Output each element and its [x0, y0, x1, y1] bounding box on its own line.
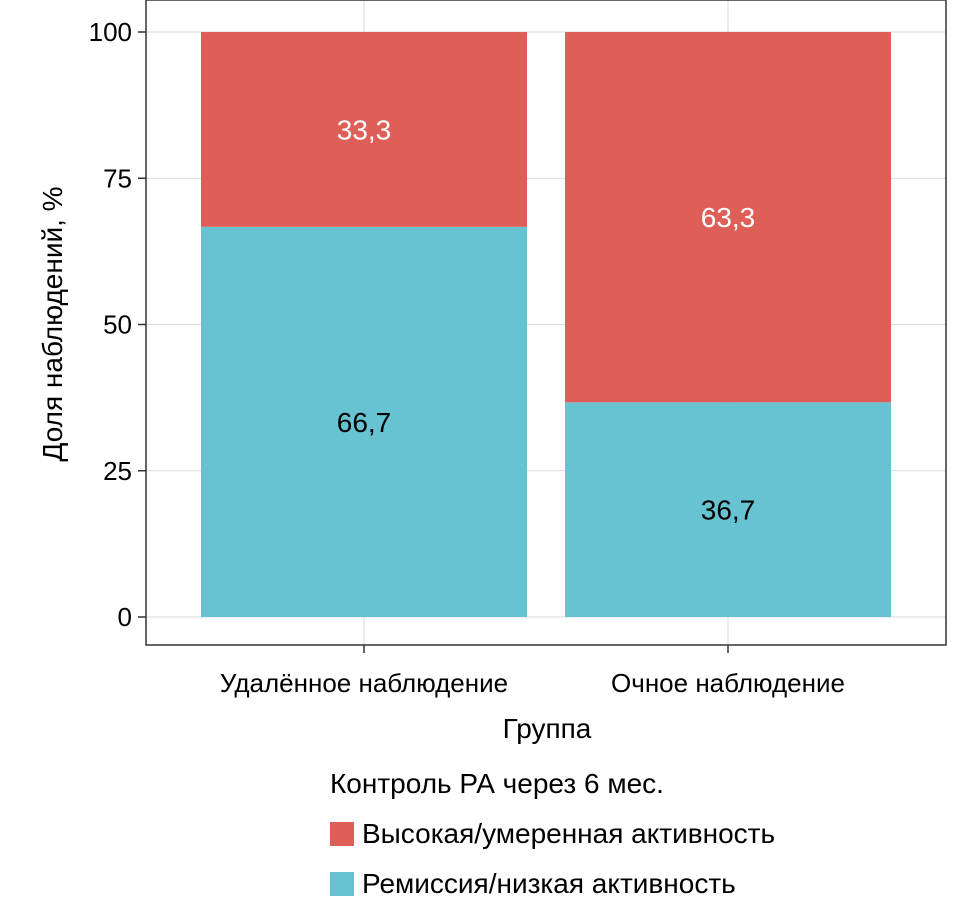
plot-frame — [145, 0, 947, 646]
bar-segment — [201, 32, 527, 227]
chart: 0 25 50 75 100 Удалённое наблюдение Очное набл… — [37, 0, 947, 744]
bar-segment — [565, 402, 891, 617]
bar-value-label: 63,3 — [701, 202, 756, 233]
bar-value-label: 66,7 — [337, 407, 392, 438]
legend-item-high-moderate: Высокая/умеренная активность — [330, 818, 776, 849]
bars — [201, 32, 891, 617]
legend-title: Контроль РА через 6 мес. — [330, 768, 664, 799]
bar-segment — [201, 226, 527, 617]
bar-value-label: 33,3 — [337, 114, 392, 145]
ticks: 0 25 50 75 100 Удалённое наблюдение Очное набл… — [89, 17, 845, 698]
legend-swatch-remission-low — [330, 872, 354, 896]
y-axis-title: Доля наблюдений, % — [37, 186, 68, 461]
y-tick-label: 50 — [103, 310, 132, 340]
y-tick-label: 100 — [89, 17, 132, 47]
legend-swatch-high-moderate — [330, 822, 354, 846]
y-tick-label: 0 — [118, 602, 132, 632]
y-tick-label: 75 — [103, 163, 132, 193]
x-tick-label: Удалённое наблюдение — [220, 668, 508, 698]
y-tick-label: 25 — [103, 456, 132, 486]
legend-label-high-moderate: Высокая/умеренная активность — [362, 818, 776, 849]
legend-item-remission-low: Ремиссия/низкая активность — [330, 868, 736, 899]
x-axis-title: Группа — [503, 713, 592, 744]
bar-segment — [565, 32, 891, 403]
legend-label-remission-low: Ремиссия/низкая активность — [362, 868, 736, 899]
bar-value-label: 36,7 — [701, 495, 756, 526]
data-labels: 66,7 33,3 36,7 63,3 — [337, 114, 756, 525]
x-tick-label: Очное наблюдение — [611, 668, 845, 698]
